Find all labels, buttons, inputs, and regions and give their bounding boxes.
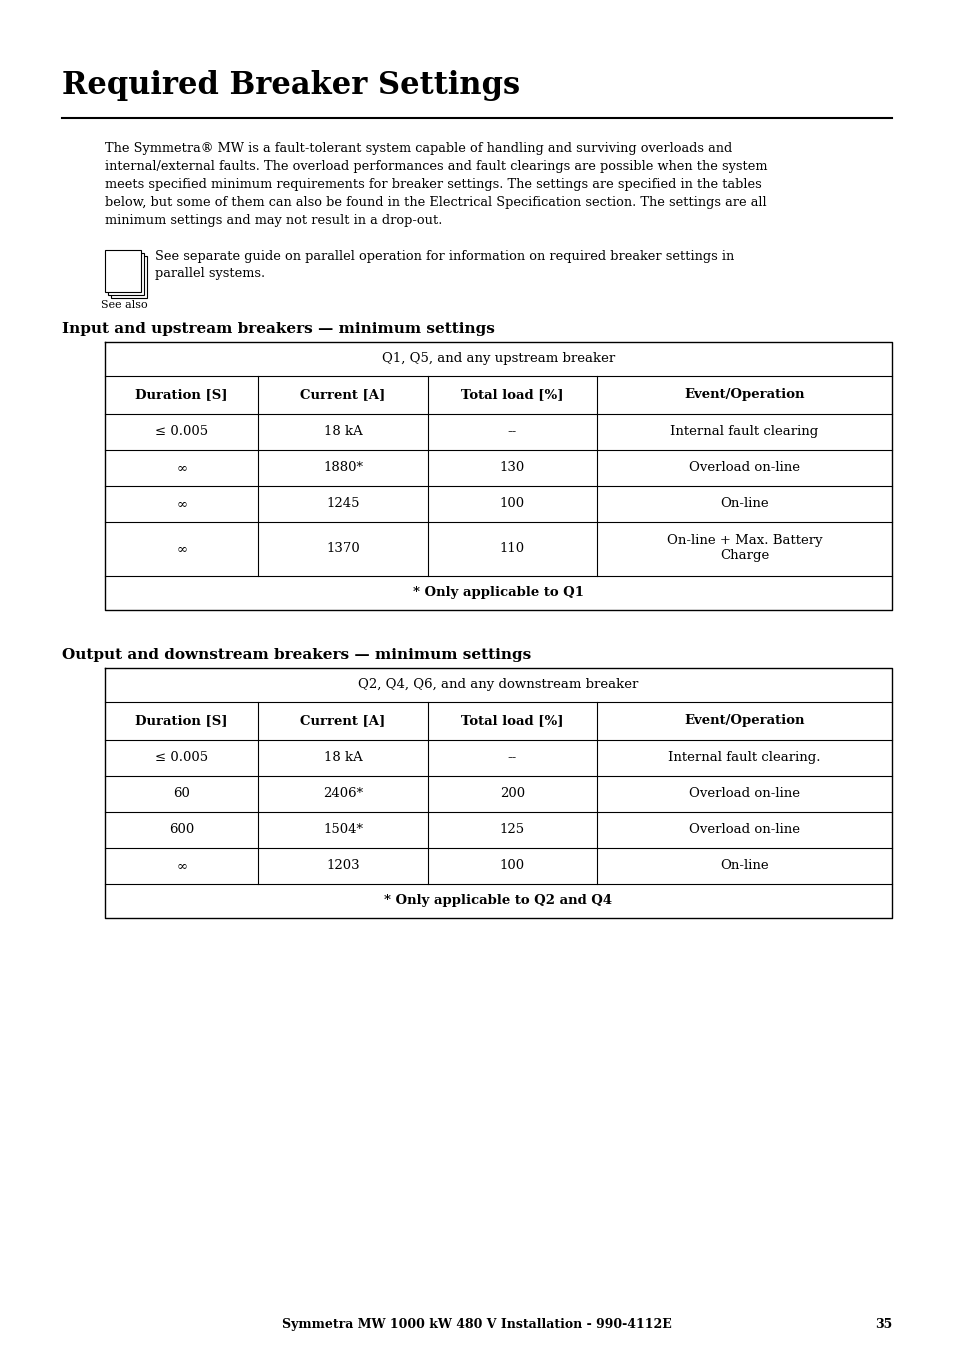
- Text: Overload on-line: Overload on-line: [688, 788, 800, 800]
- Text: * Only applicable to Q1: * Only applicable to Q1: [413, 586, 583, 598]
- Text: below, but some of them can also be found in the Electrical Specification sectio: below, but some of them can also be foun…: [105, 196, 766, 209]
- Text: The Symmetra® MW is a fault-tolerant system capable of handling and surviving ov: The Symmetra® MW is a fault-tolerant sys…: [105, 142, 732, 155]
- Text: See separate guide on parallel operation for information on required breaker set: See separate guide on parallel operation…: [154, 250, 734, 263]
- Text: See also: See also: [101, 300, 147, 309]
- Text: --: --: [507, 751, 517, 765]
- Text: parallel systems.: parallel systems.: [154, 267, 265, 280]
- Text: 2406*: 2406*: [323, 788, 363, 800]
- FancyBboxPatch shape: [111, 255, 147, 299]
- Text: ∞: ∞: [176, 461, 187, 474]
- Text: Charge: Charge: [720, 549, 768, 562]
- Text: Total load [%]: Total load [%]: [460, 388, 563, 401]
- Text: ∞: ∞: [176, 497, 187, 509]
- Text: Current [A]: Current [A]: [300, 388, 385, 401]
- Text: 1504*: 1504*: [323, 823, 363, 836]
- Text: Q2, Q4, Q6, and any downstream breaker: Q2, Q4, Q6, and any downstream breaker: [358, 678, 638, 690]
- Text: On-line + Max. Battery: On-line + Max. Battery: [666, 534, 821, 547]
- Text: internal/external faults. The overload performances and fault clearings are poss: internal/external faults. The overload p…: [105, 159, 767, 173]
- Text: 100: 100: [499, 497, 524, 509]
- Text: meets specified minimum requirements for breaker settings. The settings are spec: meets specified minimum requirements for…: [105, 178, 760, 190]
- Text: Output and downstream breakers — minimum settings: Output and downstream breakers — minimum…: [62, 648, 531, 662]
- Text: --: --: [507, 426, 517, 438]
- Text: Event/Operation: Event/Operation: [683, 713, 803, 727]
- Text: Input and upstream breakers — minimum settings: Input and upstream breakers — minimum se…: [62, 322, 495, 336]
- Text: Overload on-line: Overload on-line: [688, 461, 800, 474]
- Text: Duration [S]: Duration [S]: [135, 388, 228, 401]
- Text: Q1, Q5, and any upstream breaker: Q1, Q5, and any upstream breaker: [381, 353, 615, 365]
- Text: 1245: 1245: [326, 497, 359, 509]
- Text: Event/Operation: Event/Operation: [683, 388, 803, 401]
- Text: Overload on-line: Overload on-line: [688, 823, 800, 836]
- Text: 18 kA: 18 kA: [323, 751, 362, 765]
- Text: ∞: ∞: [176, 859, 187, 871]
- Text: 600: 600: [169, 823, 194, 836]
- Text: On-line: On-line: [720, 859, 768, 871]
- Text: 200: 200: [499, 788, 524, 800]
- Text: 60: 60: [173, 788, 190, 800]
- Text: ≤ 0.005: ≤ 0.005: [155, 751, 208, 765]
- Text: ∞: ∞: [176, 542, 187, 555]
- Text: Required Breaker Settings: Required Breaker Settings: [62, 70, 519, 101]
- FancyBboxPatch shape: [108, 253, 144, 295]
- Text: minimum settings and may not result in a drop-out.: minimum settings and may not result in a…: [105, 213, 442, 227]
- Text: Total load [%]: Total load [%]: [460, 713, 563, 727]
- Text: 130: 130: [499, 461, 524, 474]
- Text: Internal fault clearing.: Internal fault clearing.: [667, 751, 820, 765]
- Text: 1880*: 1880*: [323, 461, 363, 474]
- Text: 18 kA: 18 kA: [323, 426, 362, 438]
- Text: 1370: 1370: [326, 542, 359, 555]
- Text: Symmetra MW 1000 kW 480 V Installation - 990-4112E: Symmetra MW 1000 kW 480 V Installation -…: [282, 1319, 671, 1331]
- Text: * Only applicable to Q2 and Q4: * Only applicable to Q2 and Q4: [384, 894, 612, 907]
- Text: 35: 35: [874, 1319, 891, 1331]
- Text: ≤ 0.005: ≤ 0.005: [155, 426, 208, 438]
- Text: 125: 125: [499, 823, 524, 836]
- Text: 1203: 1203: [326, 859, 359, 871]
- Text: Current [A]: Current [A]: [300, 713, 385, 727]
- Text: Duration [S]: Duration [S]: [135, 713, 228, 727]
- Text: Internal fault clearing: Internal fault clearing: [670, 426, 818, 438]
- Text: 100: 100: [499, 859, 524, 871]
- FancyBboxPatch shape: [105, 250, 141, 292]
- Text: On-line: On-line: [720, 497, 768, 509]
- Text: 110: 110: [499, 542, 524, 555]
